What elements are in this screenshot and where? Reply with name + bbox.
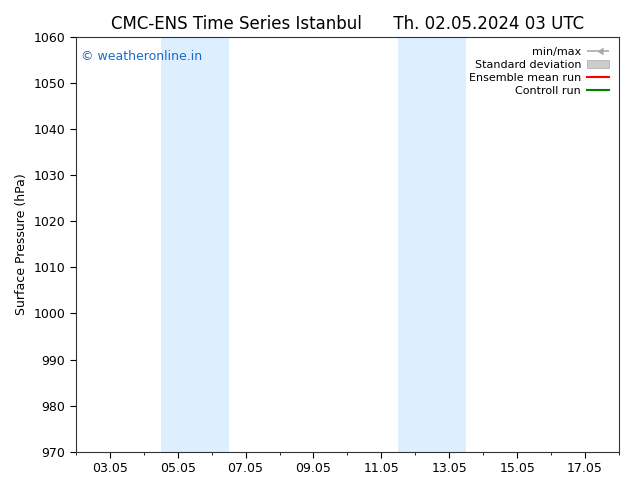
- Y-axis label: Surface Pressure (hPa): Surface Pressure (hPa): [15, 173, 28, 316]
- Bar: [398, 37, 432, 452]
- Title: CMC-ENS Time Series Istanbul      Th. 02.05.2024 03 UTC: CMC-ENS Time Series Istanbul Th. 02.05.2…: [111, 15, 584, 33]
- Bar: [432, 37, 466, 452]
- Bar: [160, 37, 195, 452]
- Bar: [195, 37, 229, 452]
- Text: © weatheronline.in: © weatheronline.in: [81, 50, 202, 63]
- Legend: min/max, Standard deviation, Ensemble mean run, Controll run: min/max, Standard deviation, Ensemble me…: [465, 43, 614, 100]
